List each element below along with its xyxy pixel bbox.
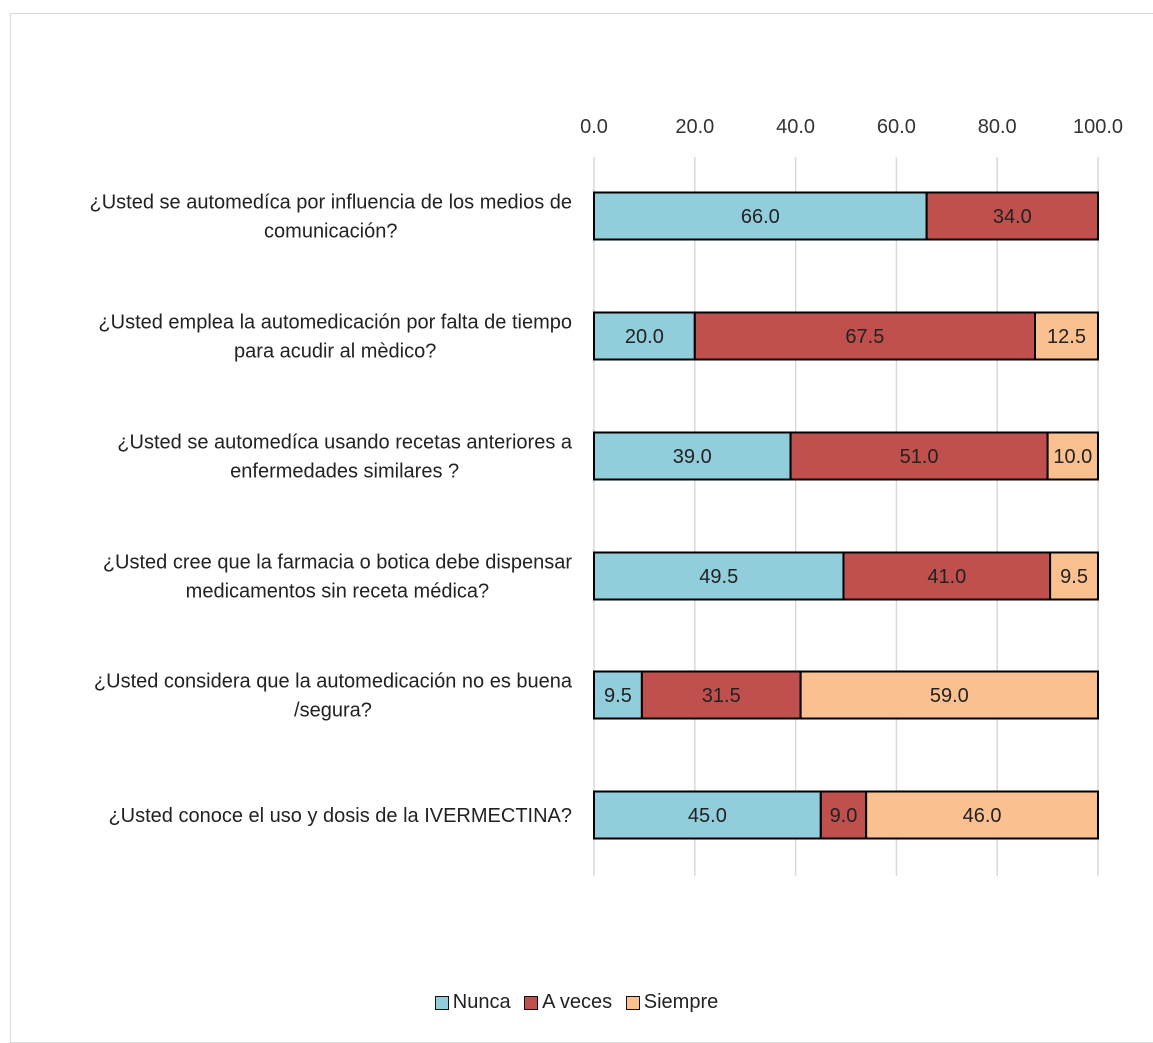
category-label: ¿Usted se automedíca por influencia de l…	[90, 192, 573, 214]
bar-segment-siempre	[1034, 311, 1099, 361]
data-label: 12.5	[1047, 326, 1086, 348]
bar-segment-siempre	[1049, 551, 1099, 601]
category-label: ¿Usted se automedíca usando recetas ante…	[117, 432, 573, 454]
bar-segment-siempre	[1046, 431, 1099, 481]
data-label: 9.0	[830, 805, 858, 827]
category-label: ¿Usted emplea la automedicación por falt…	[98, 312, 572, 334]
legend-label-a-veces: A veces	[542, 991, 613, 1013]
legend-label-siempre: Siempre	[643, 991, 719, 1013]
data-label: 9.5	[1060, 566, 1088, 588]
legend-label-nunca: Nunca	[452, 991, 511, 1013]
bar-segment-a-veces	[640, 670, 802, 720]
legend-item-siempre: Siempre	[625, 991, 719, 1014]
data-label: 31.5	[702, 685, 741, 707]
x-tick-label: 40.0	[776, 116, 815, 138]
category-label: ¿Usted conoce el uso y dosis de la IVERM…	[108, 805, 572, 827]
legend-item-nunca: Nunca	[434, 991, 511, 1014]
bar-segment-a-veces	[693, 311, 1036, 361]
x-tick-label: 60.0	[877, 116, 916, 138]
bar-segment-siempre	[865, 790, 1099, 840]
legend-swatch-nunca	[434, 995, 449, 1010]
category-label: enfermedades similares ?	[230, 461, 459, 483]
category-label: medicamentos sin receta médica?	[186, 581, 489, 603]
category-label: ¿Usted considera que la automedicación n…	[94, 671, 573, 693]
data-label: 59.0	[930, 685, 969, 707]
category-label: /segura?	[294, 700, 372, 722]
bar-segment-nunca	[593, 551, 845, 601]
data-label: 67.5	[845, 326, 884, 348]
bar-segment-nunca	[593, 431, 792, 481]
data-label: 10.0	[1053, 446, 1092, 468]
data-label: 51.0	[900, 446, 939, 468]
x-tick-label: 80.0	[978, 116, 1017, 138]
data-label: 45.0	[688, 805, 727, 827]
data-label: 20.0	[625, 326, 664, 348]
data-label: 49.5	[699, 566, 738, 588]
x-tick-label: 20.0	[675, 116, 714, 138]
legend-swatch-siempre	[625, 995, 640, 1010]
bar-segment-nunca	[593, 311, 696, 361]
data-label: 34.0	[993, 206, 1032, 228]
bar-segment-siempre	[799, 670, 1099, 720]
data-label: 9.5	[604, 685, 632, 707]
x-tick-label: 0.0	[580, 116, 608, 138]
data-label: 46.0	[963, 805, 1002, 827]
bar-segment-a-veces	[925, 191, 1100, 241]
category-label: para acudir al mèdico?	[234, 341, 436, 363]
bar-segment-a-veces	[819, 790, 868, 840]
category-label: comunicación?	[264, 221, 397, 243]
bar-segment-nunca	[593, 191, 928, 241]
data-label: 66.0	[741, 206, 780, 228]
legend: Nunca A veces Siempre	[0, 991, 1153, 1016]
category-label: ¿Usted cree que la farmacia o botica deb…	[103, 552, 572, 574]
legend-item-a-veces: A veces	[524, 991, 612, 1014]
x-tick-label: 100.0	[1073, 116, 1123, 138]
data-label: 39.0	[673, 446, 712, 468]
data-label: 41.0	[927, 566, 966, 588]
legend-swatch-a-veces	[524, 995, 539, 1010]
